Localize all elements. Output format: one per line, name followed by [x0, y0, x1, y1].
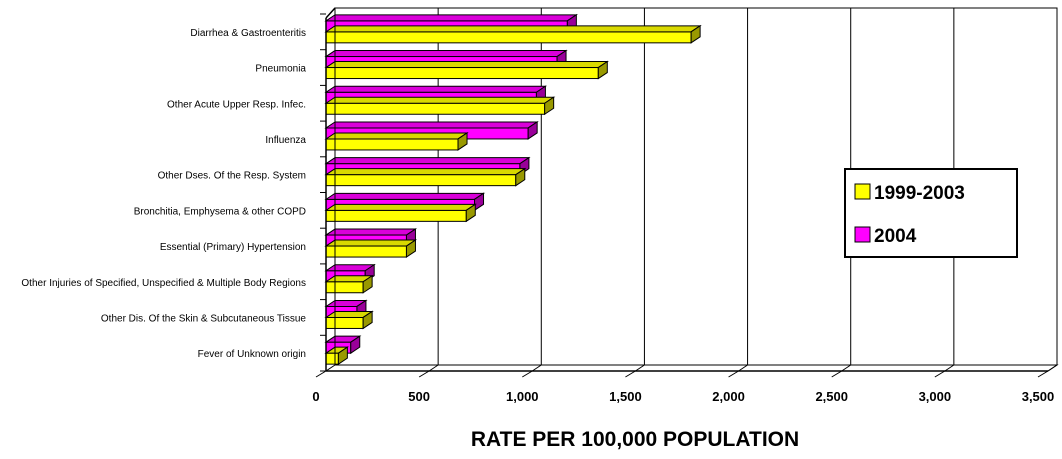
- category-label: Other Injuries of Specified, Unspecified…: [21, 278, 306, 289]
- bar-top: [324, 168, 527, 176]
- bar: [324, 132, 469, 151]
- bar: [324, 346, 350, 366]
- category-label: Influenza: [265, 135, 306, 146]
- bar-side: [597, 60, 608, 80]
- bar-top: [324, 61, 609, 69]
- bar: [324, 310, 374, 330]
- bar-top: [324, 239, 418, 247]
- bar-top: [324, 25, 702, 33]
- floor-gridline: [635, 364, 645, 372]
- bar-front: [325, 281, 364, 294]
- category-label: Pneumonia: [255, 64, 306, 75]
- category-label: Essential (Primary) Hypertension: [160, 242, 306, 253]
- category-label: Other Dis. Of the Skin & Subcutaneous Ti…: [101, 313, 307, 324]
- bar-front: [325, 316, 364, 329]
- tick-labels: 0 500 1,000 1,500 2,000 2,500 3,000 3,500: [312, 389, 1054, 404]
- bar-top: [324, 14, 579, 22]
- x-tick: [1037, 370, 1049, 378]
- bar: [324, 96, 556, 116]
- legend-box: [844, 168, 1018, 258]
- category-label: Other Dses. Of the Resp. System: [158, 171, 306, 182]
- bar: [324, 24, 702, 44]
- x-tick-label: 0: [312, 389, 319, 404]
- bar: [324, 274, 374, 294]
- legend-swatch-1999-2003: [854, 183, 871, 200]
- x-tick: [315, 370, 327, 378]
- bar: [324, 239, 418, 258]
- bar: [324, 203, 477, 223]
- bar-top: [324, 96, 556, 104]
- bar-side: [465, 203, 476, 223]
- category-label: Other Acute Upper Resp. Infec.: [167, 99, 306, 110]
- bar-side: [515, 167, 526, 187]
- x-tick: [625, 370, 636, 378]
- x-tick: [418, 370, 430, 378]
- x-tick-label: 1,500: [609, 389, 642, 404]
- bar-side: [544, 96, 555, 116]
- bars: [324, 13, 702, 366]
- bar-side: [690, 24, 701, 44]
- x-tick-label: 2,000: [712, 389, 745, 404]
- legend: 1999-2003 2004: [844, 168, 1018, 258]
- x-axis-title: RATE PER 100,000 POPULATION: [471, 428, 799, 451]
- x-tick: [522, 370, 533, 378]
- bar-front: [325, 31, 692, 44]
- bar: [324, 60, 609, 80]
- x-tick: [934, 370, 946, 378]
- x-tick: [831, 370, 842, 378]
- bar-front: [325, 245, 407, 258]
- plot-floor: [324, 364, 1059, 372]
- bar-side: [405, 239, 416, 258]
- bar-side: [337, 346, 348, 366]
- floor-gridline: [428, 364, 439, 372]
- bar-side: [457, 132, 468, 151]
- legend-label-1999-2003: 1999-2003: [874, 183, 965, 204]
- bar-front: [325, 352, 339, 365]
- x-tick-label: 1,000: [506, 389, 539, 404]
- bar-front: [325, 174, 517, 187]
- bar-front: [325, 138, 459, 151]
- bar-front: [325, 209, 467, 222]
- x-tick-label: 500: [408, 389, 430, 404]
- x-tick-label: 3,500: [1022, 389, 1055, 404]
- bar-top: [324, 132, 469, 140]
- legend-swatch-2004: [854, 226, 871, 243]
- category-label: Bronchitia, Emphysema & other COPD: [134, 206, 306, 217]
- bar-top: [324, 228, 418, 236]
- bar-side: [362, 310, 373, 330]
- category-label: Diarrhea & Gastroenteritis: [190, 28, 306, 39]
- x-tick: [728, 370, 739, 378]
- x-tick-label: 2,500: [815, 389, 848, 404]
- bar: [324, 167, 527, 187]
- floor-gridline: [532, 364, 542, 372]
- floor-gridline: [944, 364, 955, 372]
- bar-front: [325, 67, 599, 80]
- bar-side: [350, 335, 361, 355]
- floor-gridline: [1047, 364, 1058, 372]
- category-label: Fever of Unknown origin: [198, 349, 306, 360]
- y-axis-top-edge: [325, 7, 336, 19]
- bar-top: [324, 157, 531, 165]
- bar-front: [325, 102, 546, 115]
- bar-top: [324, 50, 568, 58]
- axes: [315, 7, 1049, 378]
- category-labels: Diarrhea & Gastroenteritis Pneumonia Other…: [21, 28, 306, 360]
- floor-gridline: [738, 364, 748, 372]
- x-tick-label: 3,000: [919, 389, 952, 404]
- bar-top: [324, 85, 548, 93]
- legend-label-2004: 2004: [874, 226, 917, 247]
- bar-top: [324, 121, 539, 129]
- floor-gridline: [841, 364, 851, 372]
- bar-top: [324, 192, 486, 200]
- bar-top: [324, 203, 477, 211]
- bar-side: [362, 274, 373, 294]
- bar-side: [527, 121, 538, 140]
